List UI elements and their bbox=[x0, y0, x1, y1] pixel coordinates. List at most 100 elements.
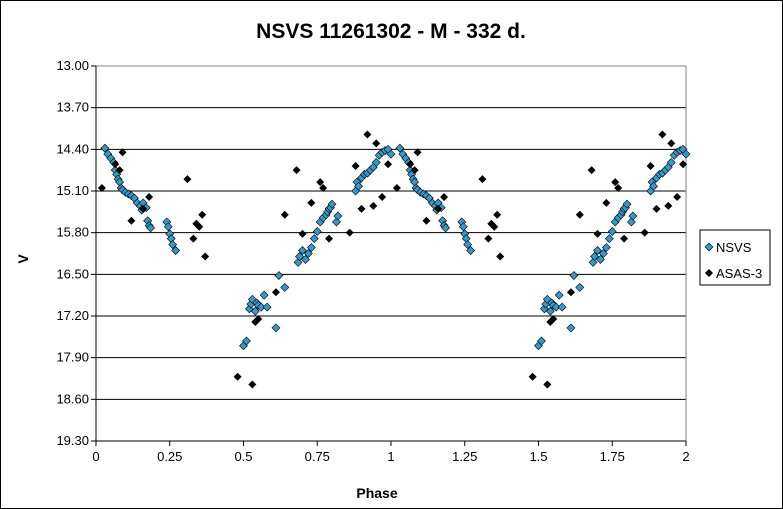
data-point bbox=[658, 130, 667, 139]
x-tick-label: 0.75 bbox=[305, 449, 330, 464]
data-point bbox=[254, 314, 263, 323]
data-point bbox=[440, 192, 449, 201]
data-point bbox=[115, 166, 124, 175]
x-tick-label: 1.75 bbox=[600, 449, 625, 464]
data-point bbox=[554, 290, 564, 300]
data-point bbox=[602, 198, 611, 207]
data-point bbox=[590, 252, 599, 261]
data-point bbox=[189, 234, 198, 243]
data-point bbox=[139, 204, 148, 213]
data-point bbox=[250, 306, 260, 316]
data-point bbox=[248, 380, 257, 389]
y-tick-label: 17.20 bbox=[56, 308, 89, 323]
data-point bbox=[378, 192, 387, 201]
data-point bbox=[163, 222, 173, 232]
legend-entry: NSVS bbox=[716, 240, 752, 255]
legend-box bbox=[699, 229, 771, 286]
x-tick-label: 1 bbox=[387, 449, 394, 464]
data-point bbox=[97, 184, 106, 193]
data-point bbox=[100, 143, 110, 153]
y-tick-label: 15.10 bbox=[56, 183, 89, 198]
data-point bbox=[351, 162, 360, 170]
data-point bbox=[293, 258, 303, 267]
data-point bbox=[611, 178, 620, 187]
data-point bbox=[327, 199, 337, 209]
data-point bbox=[458, 222, 468, 232]
data-point bbox=[575, 210, 584, 219]
x-axis: 0 0.25 0.5 0.75 1 1.25 1.5 1.75 2 bbox=[92, 440, 690, 464]
data-point bbox=[588, 258, 598, 267]
data-point bbox=[673, 192, 682, 201]
data-point bbox=[168, 240, 178, 249]
x-tick-label: 0.25 bbox=[157, 449, 182, 464]
data-point bbox=[280, 210, 289, 219]
data-point bbox=[557, 302, 567, 312]
data-point bbox=[410, 166, 419, 175]
data-point bbox=[271, 323, 281, 333]
data-point bbox=[551, 302, 561, 312]
data-point bbox=[111, 160, 120, 169]
data-point bbox=[627, 217, 636, 227]
data-point bbox=[652, 204, 661, 213]
data-point bbox=[601, 243, 611, 252]
data-point bbox=[413, 148, 422, 157]
data-point bbox=[493, 210, 502, 219]
legend-marker bbox=[704, 242, 714, 252]
data-point bbox=[256, 302, 266, 312]
data-point bbox=[309, 234, 319, 244]
data-point bbox=[369, 201, 378, 210]
data-point bbox=[316, 178, 325, 187]
data-point bbox=[274, 271, 284, 280]
data-point bbox=[384, 160, 393, 169]
data-point bbox=[484, 234, 493, 243]
data-point bbox=[386, 149, 396, 159]
data-point bbox=[569, 271, 579, 280]
data-point bbox=[604, 234, 614, 244]
x-tick-label: 0.5 bbox=[234, 449, 252, 464]
data-point bbox=[620, 234, 629, 243]
data-point bbox=[575, 283, 585, 292]
legend: NSVS ASAS-3 bbox=[699, 229, 771, 286]
data-point bbox=[490, 222, 499, 231]
data-point bbox=[233, 372, 242, 381]
data-point bbox=[478, 175, 487, 184]
data-point bbox=[118, 148, 127, 157]
y-axis: 13.00 13.70 14.40 15.10 15.80 16.50 17.20 17.90… bbox=[56, 58, 97, 448]
data-point bbox=[537, 336, 546, 346]
data-point bbox=[372, 139, 381, 148]
data-point bbox=[319, 184, 328, 193]
data-point bbox=[614, 184, 623, 193]
data-point bbox=[543, 380, 552, 389]
data-point bbox=[127, 216, 136, 225]
data-point bbox=[262, 302, 272, 312]
y-tick-label: 13.00 bbox=[56, 58, 89, 73]
data-point bbox=[628, 211, 638, 221]
y-tick-label: 18.60 bbox=[56, 391, 89, 406]
data-point bbox=[146, 223, 155, 233]
data-point bbox=[298, 246, 307, 255]
data-point bbox=[395, 143, 405, 153]
data-point bbox=[646, 162, 655, 170]
data-points bbox=[97, 130, 691, 389]
data-point bbox=[303, 249, 313, 258]
series-nsvs bbox=[100, 143, 691, 351]
data-point bbox=[496, 252, 505, 261]
x-tick-label: 0 bbox=[92, 449, 99, 464]
data-point bbox=[566, 323, 576, 333]
data-point bbox=[596, 255, 605, 264]
data-point bbox=[312, 227, 322, 236]
data-point bbox=[333, 211, 343, 221]
data-point bbox=[607, 227, 617, 236]
data-point bbox=[679, 160, 688, 169]
data-point bbox=[198, 210, 207, 219]
data-point bbox=[528, 372, 537, 381]
data-point bbox=[201, 252, 210, 261]
data-point bbox=[195, 222, 204, 231]
y-axis-label: V bbox=[15, 254, 31, 264]
data-point bbox=[441, 223, 450, 233]
data-point bbox=[422, 216, 431, 225]
data-point bbox=[681, 149, 691, 159]
data-point bbox=[345, 228, 354, 237]
